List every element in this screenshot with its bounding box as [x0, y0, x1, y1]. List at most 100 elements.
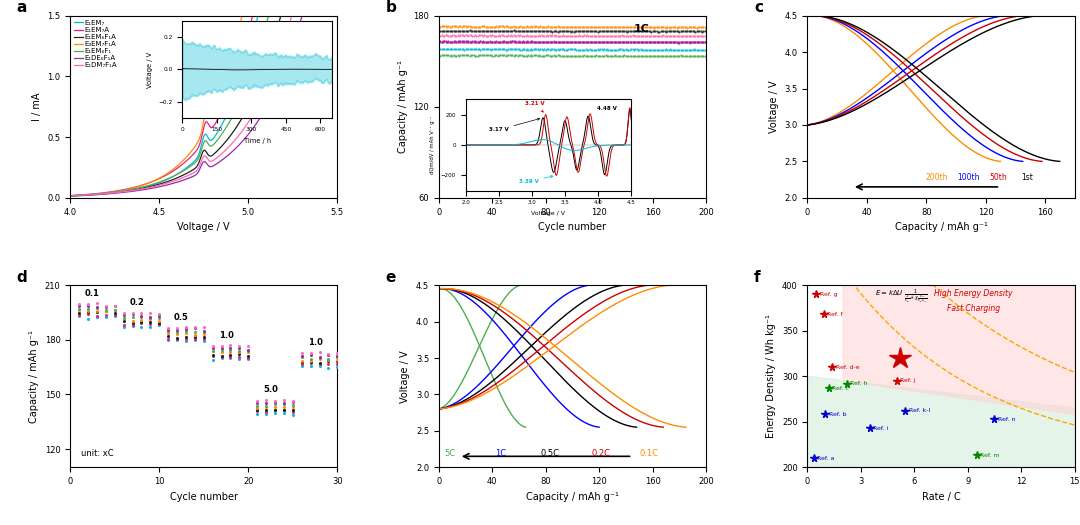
Polygon shape	[808, 376, 1075, 467]
Line: E₁DE₆F₁A: E₁DE₆F₁A	[70, 4, 337, 196]
Text: Ref. m: Ref. m	[981, 453, 1000, 458]
E₁EM₇A	[111, 187, 124, 194]
Text: 5.0: 5.0	[264, 385, 278, 394]
Text: Ref. j: Ref. j	[900, 379, 916, 383]
Text: 1.0: 1.0	[218, 331, 233, 340]
E₁EM₇	[330, 1, 343, 7]
E₃EM₇F₁A	[330, 1, 343, 7]
Text: 0.2: 0.2	[130, 298, 145, 307]
E₁EM₆F₁	[266, 1, 279, 7]
Polygon shape	[843, 285, 1075, 414]
E₁EM₆F₁A	[221, 136, 234, 142]
E₁EM₇	[185, 161, 198, 167]
Text: Ref. h: Ref. h	[850, 381, 867, 386]
E₁DE₆F₁A	[242, 131, 255, 137]
E₁EM₇	[133, 186, 146, 192]
E₁DE₆F₁A	[221, 152, 234, 159]
Text: 1C: 1C	[495, 449, 507, 458]
E₁DM₇F₁A	[242, 119, 255, 125]
E₁EM₆F₁	[330, 1, 343, 7]
X-axis label: Rate / C: Rate / C	[921, 491, 960, 501]
E₁EM₆F₁	[185, 163, 198, 169]
Text: e: e	[386, 269, 395, 285]
Text: Ref. f: Ref. f	[827, 312, 842, 317]
Text: c: c	[754, 0, 764, 15]
Text: Ref. i: Ref. i	[874, 426, 889, 430]
Line: E₁EM₆F₁A: E₁EM₆F₁A	[70, 4, 337, 196]
X-axis label: Cycle number: Cycle number	[539, 222, 606, 232]
E₁DM₇F₁A	[64, 193, 77, 199]
E₁EM₇A	[266, 1, 279, 7]
E₁EM₆F₁	[64, 193, 77, 199]
E₁EM₆F₁	[133, 185, 146, 191]
E₁EM₆F₁A	[330, 1, 343, 7]
E₃EM₇F₁A	[243, 1, 256, 7]
E₁EM₇	[221, 110, 234, 117]
Line: E₁EM₇: E₁EM₇	[70, 4, 337, 196]
Text: 1C: 1C	[634, 24, 650, 34]
E₁EM₆F₁A	[242, 103, 255, 109]
E₁EM₇A	[248, 1, 261, 7]
Text: 5C: 5C	[444, 449, 456, 458]
Y-axis label: Capacity / mAh g⁻¹: Capacity / mAh g⁻¹	[29, 330, 39, 423]
E₁DM₇F₁A	[330, 1, 343, 7]
E₁DE₆F₁A	[133, 187, 146, 194]
E₁EM₆F₁A	[278, 1, 291, 7]
E₁DE₆F₁A	[299, 1, 312, 7]
Y-axis label: Capacity / mAh g⁻¹: Capacity / mAh g⁻¹	[397, 60, 407, 153]
Text: 0.5C: 0.5C	[540, 449, 559, 458]
E₁DM₇F₁A	[265, 74, 278, 80]
E₃EM₇F₁A	[266, 1, 279, 7]
X-axis label: Voltage / V: Voltage / V	[177, 222, 230, 232]
E₁EM₇A	[133, 183, 146, 189]
Text: b: b	[386, 0, 396, 15]
E₁EM₆F₁A	[133, 186, 146, 192]
E₁DM₇F₁A	[221, 145, 234, 151]
Text: Ref. c: Ref. c	[833, 385, 849, 391]
E₁EM₇	[254, 1, 267, 7]
E₁EM₆F₁	[221, 122, 234, 128]
Text: 200th: 200th	[924, 173, 947, 182]
E₃EM₇F₁A	[133, 183, 146, 190]
E₁EM₇A	[185, 153, 198, 160]
E₁EM₆F₁A	[265, 46, 278, 52]
Text: High Energy Density: High Energy Density	[934, 289, 1012, 298]
E₃EM₇F₁A	[111, 188, 124, 195]
Line: E₃EM₇F₁A: E₃EM₇F₁A	[70, 4, 337, 196]
E₁DE₆F₁A	[265, 95, 278, 101]
E₁EM₇	[64, 193, 77, 200]
Text: Ref. g: Ref. g	[820, 292, 837, 297]
Text: f: f	[754, 269, 760, 285]
Text: d: d	[17, 269, 27, 285]
Text: Fast Charging: Fast Charging	[946, 303, 1000, 313]
E₁DE₆F₁A	[64, 193, 77, 199]
Text: a: a	[17, 0, 27, 15]
Text: 1.0: 1.0	[308, 338, 323, 347]
X-axis label: Capacity / mAh g⁻¹: Capacity / mAh g⁻¹	[894, 222, 987, 232]
Text: 1st: 1st	[1022, 173, 1034, 182]
E₁DE₆F₁A	[330, 1, 343, 7]
E₃EM₇F₁A	[185, 149, 198, 155]
Text: 0.1: 0.1	[85, 289, 99, 298]
Y-axis label: Energy Density / Wh kg⁻¹: Energy Density / Wh kg⁻¹	[767, 314, 777, 438]
Line: E₁DM₇F₁A: E₁DM₇F₁A	[70, 4, 337, 196]
Text: Ref. n: Ref. n	[998, 416, 1015, 422]
E₃EM₇F₁A	[64, 193, 77, 199]
Text: 50th: 50th	[989, 173, 1007, 182]
Legend: E₁EM₇, E₁EM₇A, E₁EM₆F₁A, E₃EM₇F₁A, E₁EM₆F₁, E₁DE₆F₁A, E₁DM₇F₁A: E₁EM₇, E₁EM₇A, E₁EM₆F₁A, E₃EM₇F₁A, E₁EM₆…	[71, 17, 120, 71]
E₁EM₇A	[64, 193, 77, 199]
Text: 0.5: 0.5	[174, 312, 189, 322]
E₁EM₇	[242, 51, 255, 57]
E₁DM₇F₁A	[111, 190, 124, 196]
E₁EM₆F₁A	[64, 193, 77, 199]
E₁DM₇F₁A	[185, 171, 198, 177]
Text: 100th: 100th	[957, 173, 980, 182]
Text: 0.2C: 0.2C	[591, 449, 610, 458]
E₁DM₇F₁A	[289, 1, 302, 7]
Text: 0.1C: 0.1C	[639, 449, 658, 458]
Text: Ref. d-e: Ref. d-e	[836, 365, 860, 370]
Y-axis label: I / mA: I / mA	[31, 92, 42, 121]
Y-axis label: Voltage / V: Voltage / V	[769, 80, 779, 133]
E₁EM₆F₁	[265, 1, 278, 7]
E₁DM₇F₁A	[133, 186, 146, 193]
